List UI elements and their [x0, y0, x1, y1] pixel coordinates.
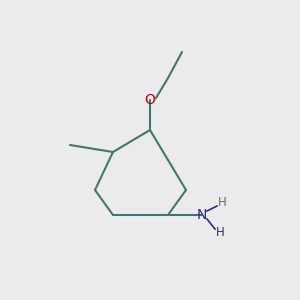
Text: O: O [145, 93, 155, 107]
Text: H: H [216, 226, 224, 238]
Text: H: H [218, 196, 226, 209]
Text: N: N [197, 208, 207, 222]
